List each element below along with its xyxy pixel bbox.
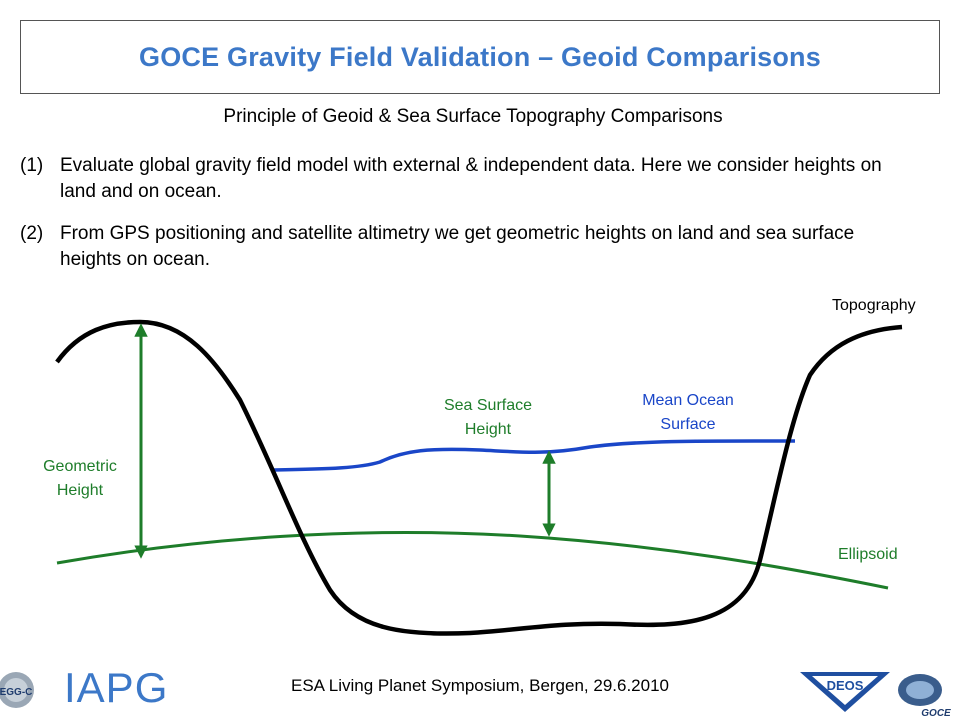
point-1-number: (1) [20, 155, 44, 176]
sea-surface-height-label-line-2: Height [464, 421, 512, 438]
geometric-height-label-line-1: Geometric [43, 458, 117, 475]
geometric-height-label: Geometric Height [20, 455, 140, 503]
point-1: (1) Evaluate global gravity field model … [20, 153, 900, 205]
point-2: (2) From GPS positioning and satellite a… [20, 221, 900, 273]
point-2-number: (2) [20, 223, 44, 244]
topography-curve [55, 319, 903, 636]
goce-logo: GOCE [898, 674, 951, 719]
point-1-text: Evaluate global gravity field model with… [60, 155, 882, 202]
ellipsoid-label: Ellipsoid [838, 546, 898, 563]
subtitle: Principle of Geoid & Sea Surface Topogra… [223, 106, 723, 127]
sea-surface-height-label: Sea Surface Height [418, 394, 558, 442]
egg-c-logo-text: EGG-C [0, 687, 32, 698]
mean-ocean-surface-label-line-1: Mean Ocean [642, 392, 734, 409]
iapg-logo: IAPG [64, 664, 169, 711]
mean-ocean-surface-label-line-2: Surface [660, 416, 716, 433]
footer-text: ESA Living Planet Symposium, Bergen, 29.… [290, 676, 669, 695]
geometric-height-label-line-2: Height [56, 482, 104, 499]
page-title: GOCE Gravity Field Validation – Geoid Co… [139, 41, 821, 72]
goce-logo-text: GOCE [921, 708, 951, 719]
egg-c-logo: EGG-C [0, 672, 34, 708]
deos-logo-text: DEOS [827, 678, 864, 693]
sea-surface-height-label-line-1: Sea Surface [443, 397, 533, 414]
topography-label: Topography [832, 297, 916, 314]
mean-ocean-surface-label: Mean Ocean Surface [616, 389, 760, 437]
ellipsoid-curve [56, 530, 889, 590]
deos-logo: DEOS [800, 672, 890, 712]
point-2-text: From GPS positioning and satellite altim… [60, 223, 855, 270]
title-box: GOCE Gravity Field Validation – Geoid Co… [20, 20, 940, 94]
mean-ocean-surface-curve [273, 439, 796, 472]
